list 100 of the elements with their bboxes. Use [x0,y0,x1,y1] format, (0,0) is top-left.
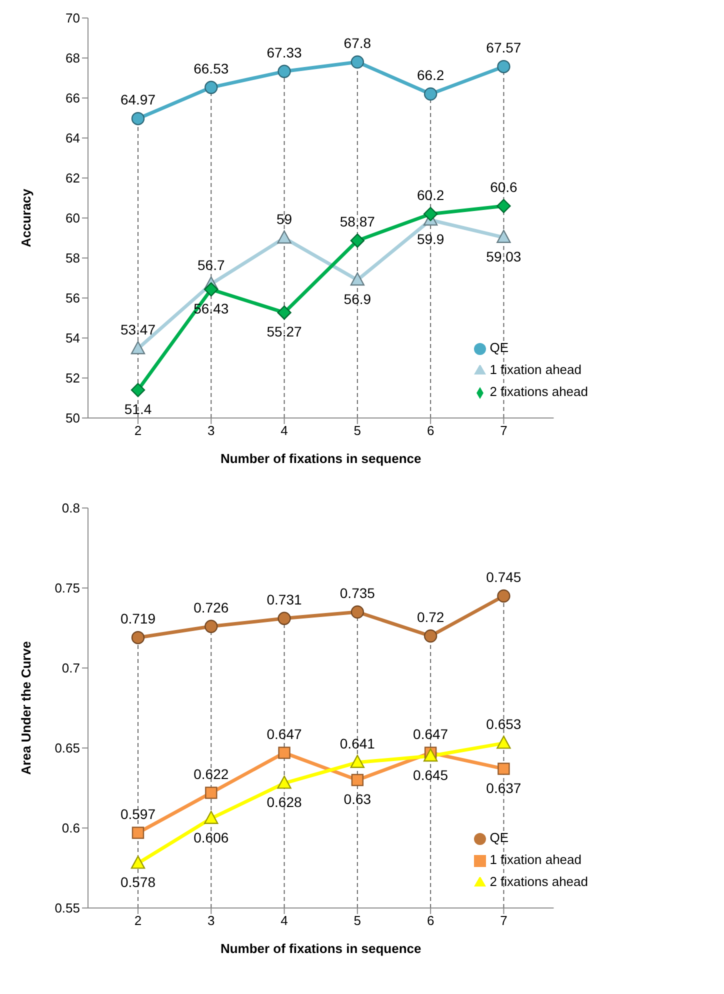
data-label: 0.63 [344,791,372,807]
x-tick-label: 2 [134,913,142,928]
point [204,620,218,633]
point [497,589,510,603]
data-label: 60.2 [416,187,444,203]
x-tick-label: 6 [426,423,434,438]
y-tick-label: 0.6 [62,820,80,836]
legend-label: 1 fixation ahead [490,852,582,867]
y-tick-label: 0.75 [54,580,80,596]
data-label: 0.647 [266,726,302,742]
data-label: 64.97 [120,92,156,108]
point [424,87,438,101]
x-tick-label: 2 [134,423,142,438]
y-tick-label: 56 [66,290,80,306]
data-label: 66.2 [416,67,444,83]
data-label: 0.641 [340,735,376,752]
x-tick-label: 5 [354,423,362,438]
point [278,612,291,625]
y-axis-title: Accuracy [18,188,34,248]
data-label: 0.726 [194,599,229,616]
legend-label: QE [490,830,508,845]
data-label: 0.745 [486,569,522,585]
data-label: 53.47 [120,322,156,338]
y-tick-label: 0.65 [54,740,80,756]
y-tick-label: 50 [66,410,80,426]
data-label: 0.645 [413,767,448,783]
point [350,754,365,768]
y-tick-label: 0.8 [62,500,80,516]
x-tick-label: 3 [208,423,215,438]
y-axis-title: Area Under the Curve [18,641,34,775]
data-label: 66.53 [194,60,229,76]
point [350,55,364,69]
y-tick-label: 64 [66,130,80,146]
point [424,629,438,643]
y-tick-label: 54 [66,330,80,346]
x-tick-label: 4 [280,913,288,928]
data-label: 56.9 [344,291,372,307]
point [204,810,218,824]
point [130,856,146,869]
point [277,306,292,320]
point [278,64,291,78]
data-label: 51.4 [124,401,152,417]
y-tick-label: 0.7 [62,660,80,676]
point [423,748,438,762]
data-label: 0.735 [340,585,376,601]
point [350,605,364,619]
point [131,631,145,644]
x-tick-label: 7 [500,913,508,928]
point [205,786,218,799]
data-label: 0.731 [266,591,302,608]
data-label: 59.9 [416,231,444,247]
legend-label: QE [490,340,508,355]
data-label: 0.72 [416,609,444,625]
y-tick-label: 66 [66,90,80,106]
data-label: 67.33 [266,44,302,60]
x-axis-title: Number of fixations in sequence [220,451,422,466]
y-tick-label: 60 [66,210,80,226]
data-label: 55.27 [266,324,302,340]
x-tick-label: 6 [426,913,434,928]
data-label: 0.628 [266,794,302,810]
point [496,736,511,749]
data-label: 59.03 [486,248,522,264]
y-tick-label: 68 [66,50,80,66]
y-tick-label: 62 [66,170,80,186]
data-label: 56.7 [198,257,225,273]
legend-label: 1 fixation ahead [490,362,582,377]
y-tick-label: 0.55 [54,900,80,916]
point [497,60,510,74]
point [350,234,365,248]
data-label: 0.622 [194,766,229,782]
data-label: 0.606 [194,829,229,846]
data-label: 60.6 [490,179,518,195]
point [277,230,292,244]
x-tick-label: 5 [354,913,362,928]
point [277,776,292,789]
data-label: 0.653 [486,716,522,732]
point [204,282,218,296]
data-label: 0.597 [120,806,156,822]
point [496,198,511,214]
point [350,272,365,286]
point [132,826,144,839]
data-label: 0.719 [120,610,156,627]
point [204,80,218,94]
x-axis-title: Number of fixations in sequence [220,941,422,956]
y-tick-label: 52 [66,370,80,386]
data-label: 0.637 [486,780,522,796]
point [130,382,146,398]
point [278,746,290,759]
legend-label: 2 fixations ahead [490,384,588,399]
x-tick-label: 7 [500,423,508,438]
point [131,112,145,126]
point [496,230,511,243]
x-tick-label: 4 [280,423,288,438]
x-tick-label: 3 [208,913,215,928]
point [423,206,438,222]
legend-label: 2 fixations ahead [490,874,588,889]
data-label: 0.647 [413,726,448,742]
data-label: 58.87 [340,214,376,230]
point [130,341,146,354]
y-tick-label: 70 [66,10,80,26]
